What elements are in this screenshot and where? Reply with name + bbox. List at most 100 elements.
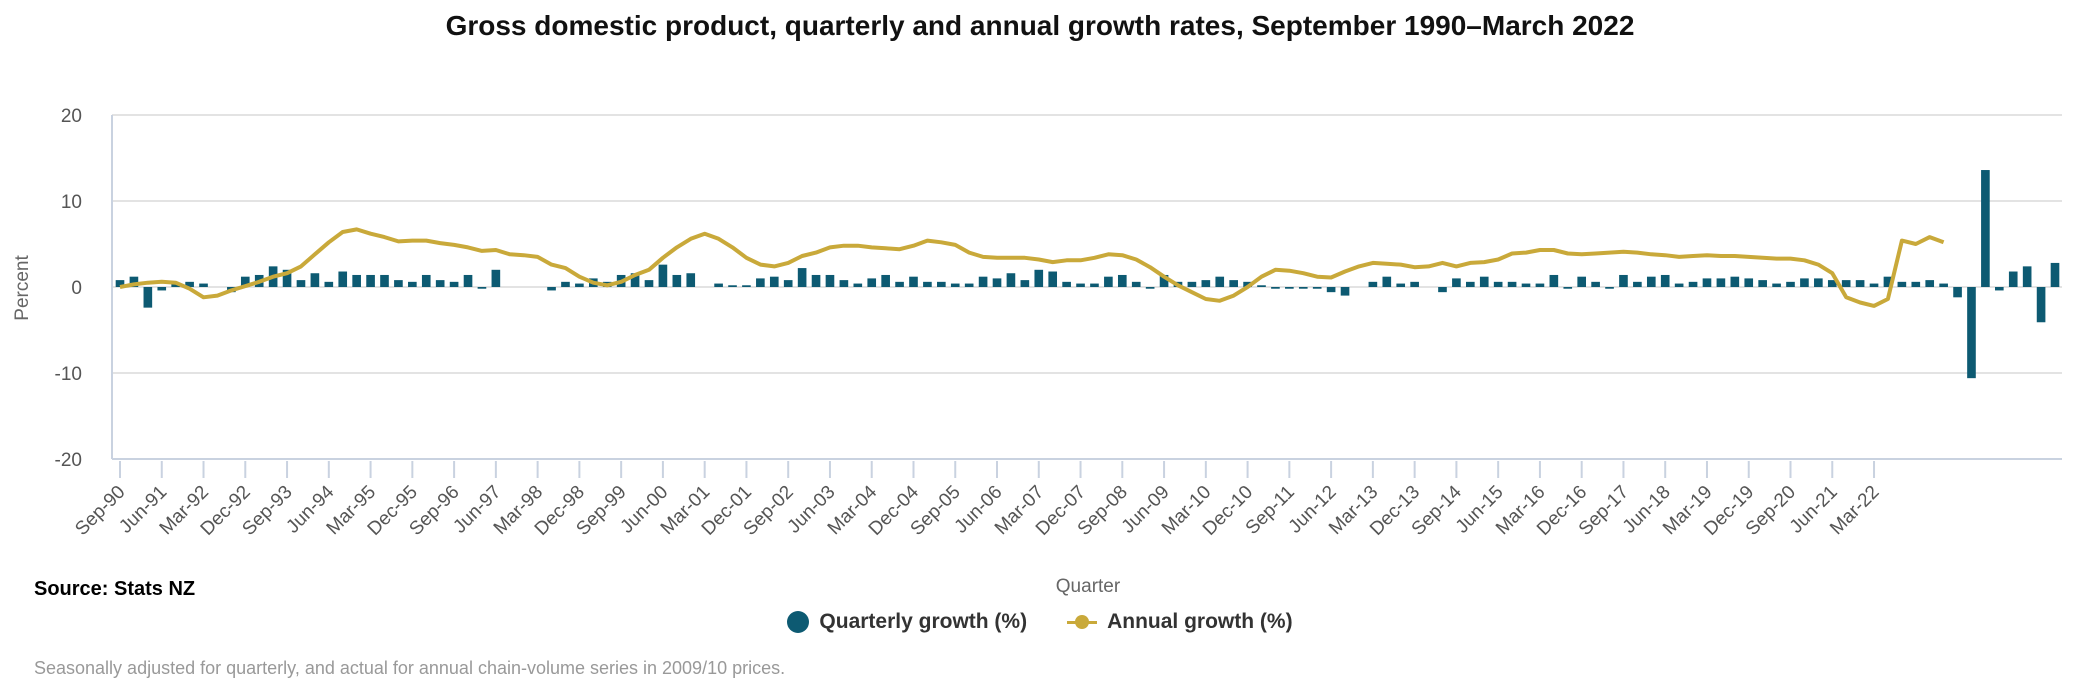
- annual-line: [119, 227, 1945, 308]
- bar-quarterly: [1646, 276, 1656, 287]
- y-tick-label: 10: [61, 192, 82, 213]
- bar-quarterly: [575, 283, 584, 287]
- bar-quarterly: [1326, 287, 1336, 293]
- bar-quarterly: [853, 283, 863, 287]
- bar-quarterly: [644, 280, 654, 287]
- bar-quarterly: [2050, 262, 2060, 287]
- bar-quarterly: [1953, 287, 1962, 298]
- bar-quarterly: [1006, 273, 1016, 287]
- y-tick-label: 20: [61, 106, 82, 127]
- bar-quarterly: [630, 273, 640, 287]
- bar-quarterly: [756, 278, 765, 287]
- bar-quarterly: [1716, 278, 1726, 287]
- bar-quarterly: [1688, 281, 1698, 287]
- bar-quarterly: [408, 281, 417, 287]
- chart-svg: 20 10 0 -10 -20 Percent Sep-90Jun-91Mar-92De…: [12, 106, 2062, 597]
- bar-quarterly: [937, 281, 946, 287]
- bar-quarterly: [1271, 287, 1280, 289]
- bar-quarterly: [1131, 281, 1141, 287]
- bar-quarterly: [421, 274, 431, 287]
- bar-quarterly: [157, 287, 167, 291]
- x-axis-title: Quarter: [1056, 576, 1121, 597]
- legend: Quarterly growth (%) Annual growth (%): [0, 610, 2080, 634]
- y-axis-ticks: 20 10 0 -10 -20: [55, 106, 82, 471]
- bar-quarterly: [1633, 281, 1642, 287]
- x-tick-label: Sep-90: [71, 482, 129, 540]
- bar-quarterly: [2022, 266, 2032, 287]
- bar-quarterly: [1257, 285, 1266, 287]
- chart-title: Gross domestic product, quarterly and an…: [445, 10, 1635, 41]
- gridlines: [111, 114, 2062, 459]
- bar-quarterly: [881, 274, 890, 287]
- bar-quarterly: [1577, 276, 1587, 287]
- bar-quarterly: [1855, 280, 1865, 287]
- bar-quarterly: [1382, 276, 1392, 287]
- legend-item-annual[interactable]: Annual growth (%): [1067, 610, 1293, 634]
- bar-quarterly: [547, 287, 556, 291]
- bar-quarterly: [1090, 283, 1099, 287]
- legend-item-quarterly[interactable]: Quarterly growth (%): [787, 610, 1027, 634]
- bar-quarterly: [1605, 287, 1614, 289]
- y-tick-label: -20: [55, 450, 82, 471]
- bar-quarterly: [1814, 278, 1823, 287]
- bar-quarterly: [714, 283, 723, 287]
- bar-quarterly: [1159, 274, 1169, 287]
- bar-quarterly: [1563, 287, 1573, 289]
- bar-quarterly: [1507, 281, 1517, 287]
- bar-quarterly: [1466, 281, 1475, 287]
- circle-marker-icon: [787, 611, 810, 633]
- bar-quarterly: [1995, 287, 2004, 291]
- bar-quarterly: [1869, 283, 1879, 287]
- bar-quarterly: [1521, 283, 1531, 287]
- bar-quarterly: [811, 274, 821, 287]
- bar-quarterly: [964, 283, 974, 287]
- bar-quarterly: [1591, 281, 1600, 287]
- bar-quarterly: [2008, 271, 2018, 287]
- bar-quarterly: [769, 276, 779, 287]
- bar-quarterly: [1104, 276, 1113, 287]
- bar-quarterly: [1243, 281, 1252, 287]
- bar-quarterly: [1201, 280, 1211, 287]
- bar-quarterly: [1117, 274, 1127, 287]
- bar-quarterly: [839, 280, 849, 287]
- bar-quarterly: [783, 280, 793, 287]
- bar-quarterly: [352, 274, 361, 287]
- bar-quarterly: [867, 278, 877, 287]
- bar-quarterly: [380, 274, 389, 287]
- bar-quarterly: [797, 268, 807, 287]
- bar-quarterly: [1410, 281, 1419, 287]
- footnote: Seasonally adjusted for quarterly, and a…: [34, 658, 786, 678]
- bar-quarterly: [1034, 269, 1044, 287]
- bar-quarterly: [978, 276, 988, 287]
- bar-quarterly: [115, 280, 125, 287]
- bar-quarterly: [1062, 281, 1071, 287]
- bar-quarterly: [463, 274, 473, 287]
- bar-quarterly: [1048, 271, 1058, 287]
- y-tick-label: -10: [55, 364, 82, 385]
- bar-quarterly: [1939, 283, 1948, 287]
- bar-quarterly: [895, 281, 904, 287]
- bar-quarterly: [282, 269, 292, 287]
- bar-quarterly: [338, 271, 348, 287]
- bar-quarterly: [561, 281, 570, 287]
- bar-quarterly: [1772, 283, 1781, 287]
- bar-quarterly: [1187, 281, 1197, 287]
- bar-quarterly: [1312, 287, 1322, 289]
- bar-quarterly: [1396, 283, 1406, 287]
- bar-quarterly: [129, 276, 139, 287]
- y-tick-label: 0: [71, 278, 82, 299]
- bar-quarterly: [1800, 278, 1809, 287]
- bar-quarterly: [1967, 287, 1976, 379]
- bar-quarterly: [1841, 280, 1851, 287]
- bar-quarterly: [1883, 276, 1893, 287]
- bar-quarterly: [1827, 280, 1837, 287]
- bar-quarterly: [1298, 287, 1308, 289]
- bar-quarterly: [1438, 287, 1447, 293]
- bar-quarterly: [1981, 170, 1990, 287]
- bar-quarterly: [491, 269, 501, 287]
- bar-quarterly: [366, 274, 375, 287]
- line-marker-icon: [1067, 614, 1098, 630]
- line-annual: [119, 227, 1945, 308]
- bar-quarterly: [1229, 280, 1238, 287]
- bar-quarterly: [1340, 287, 1350, 296]
